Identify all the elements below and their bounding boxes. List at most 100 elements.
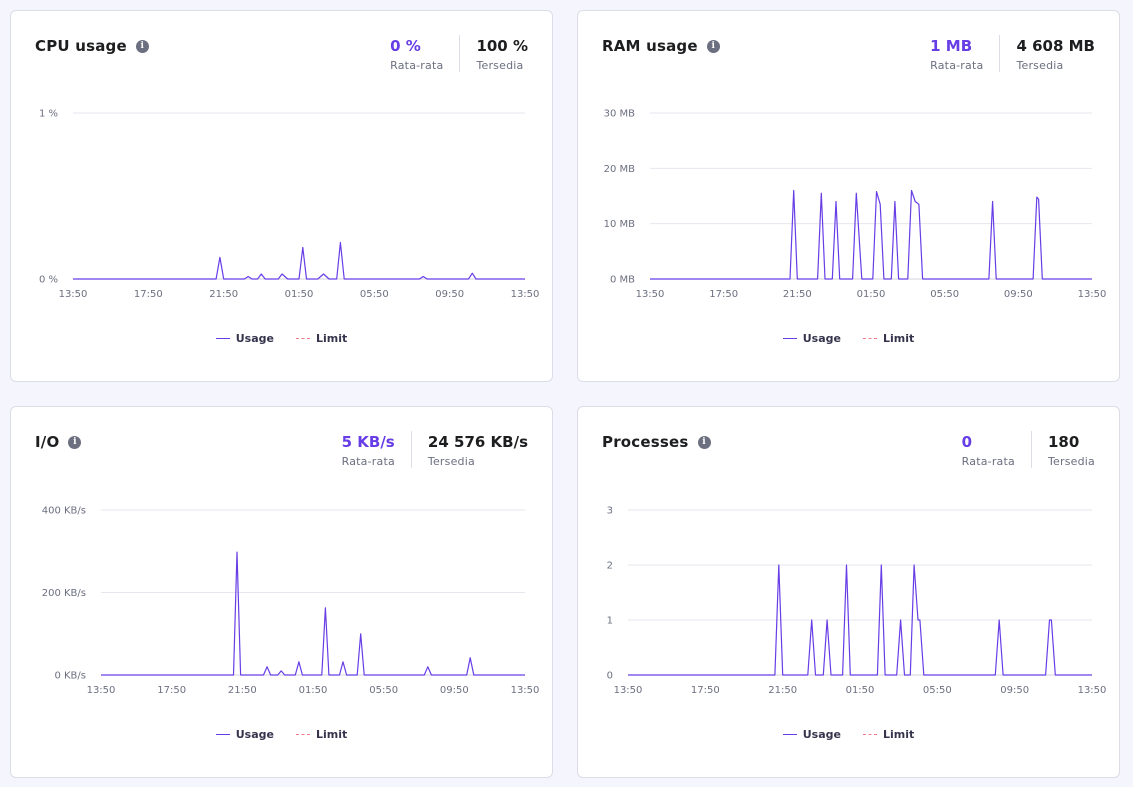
processes-average-value: 0: [961, 433, 973, 451]
processes-chart: 0 1 2 3 13:50 17:50 21:50 01:50 05:50 09:50 13:50: [607, 506, 1107, 697]
y-tick-label: 20 MB: [604, 164, 636, 175]
x-tick-label: 01:50: [846, 685, 875, 696]
io-average-value: 5 KB/s: [341, 433, 395, 451]
usage-series-line: [101, 551, 525, 676]
cpu-average-value: 0 %: [390, 37, 421, 55]
info-icon[interactable]: i: [697, 435, 711, 449]
y-tick-label: 3: [607, 506, 613, 517]
x-tick-label: 13:50: [511, 289, 540, 300]
io-average-stat: 5 KB/s Rata-rata: [342, 431, 411, 468]
x-tick-label: 09:50: [1004, 289, 1033, 300]
legend-usage[interactable]: Usage: [782, 728, 841, 741]
cpu-available-label: Tersedia: [476, 59, 524, 72]
processes-average-stat: 0 Rata-rata: [962, 431, 1031, 468]
info-icon[interactable]: i: [135, 39, 149, 53]
x-tick-label: 01:50: [299, 685, 328, 696]
cpu-usage-chart: 0 % 1 % 13:50 17:50 21:50 01:50 05:50 09:50 13:5…: [39, 109, 540, 301]
io-average-label: Rata-rata: [341, 455, 395, 468]
ram-stats: 1 MB Rata-rata 4 608 MB Tersedia: [930, 35, 1095, 72]
x-tick-label: 13:50: [614, 685, 643, 696]
info-icon[interactable]: i: [68, 435, 82, 449]
cpu-average-stat: 0 % Rata-rata: [390, 35, 459, 72]
ram-available-value: 4 608 MB: [1016, 37, 1095, 55]
x-tick-label: 21:50: [228, 685, 257, 696]
ram-average-value: 1 MB: [930, 37, 973, 55]
processes-card: Processes i 0 Rata-rata 180 Tersedia 0 1 2…: [577, 406, 1120, 778]
legend-limit[interactable]: Limit: [295, 332, 347, 345]
y-tick-label: 1 %: [39, 109, 58, 120]
y-tick-label: 0: [607, 671, 613, 682]
y-tick-label: 200 KB/s: [42, 588, 86, 599]
processes-available-stat: 180 Tersedia: [1030, 431, 1095, 468]
x-tick-label: 17:50: [157, 685, 186, 696]
legend-limit[interactable]: Limit: [862, 728, 914, 741]
legend-limit[interactable]: Limit: [295, 728, 347, 741]
ram-average-label: Rata-rata: [930, 59, 984, 72]
cpu-available-stat: 100 % Tersedia: [459, 35, 528, 72]
x-tick-label: 05:50: [360, 289, 389, 300]
legend-usage[interactable]: Usage: [782, 332, 841, 345]
x-tick-label: 05:50: [369, 685, 398, 696]
x-tick-label: 09:50: [1000, 685, 1029, 696]
io-available-value: 24 576 KB/s: [427, 433, 528, 451]
cpu-chart-legend: Usage Limit: [11, 332, 552, 345]
ram-usage-chart: 0 MB 10 MB 20 MB 30 MB 13:50 17:50 21:50 01:50 0…: [604, 109, 1107, 301]
y-tick-label: 10 MB: [604, 219, 636, 230]
x-tick-label: 13:50: [1078, 685, 1107, 696]
y-tick-label: 30 MB: [604, 109, 636, 120]
x-tick-label: 17:50: [691, 685, 720, 696]
io-available-stat: 24 576 KB/s Tersedia: [410, 431, 528, 468]
x-tick-label: 09:50: [440, 685, 469, 696]
x-tick-label: 05:50: [930, 289, 959, 300]
usage-series-line: [628, 564, 1092, 676]
x-tick-label: 21:50: [783, 289, 812, 300]
y-tick-label: 0 %: [39, 275, 58, 286]
io-stats: 5 KB/s Rata-rata 24 576 KB/s Tersedia: [342, 431, 528, 468]
ram-available-stat: 4 608 MB Tersedia: [999, 35, 1095, 72]
io-title: I/O i: [35, 433, 82, 451]
y-tick-label: 1: [607, 616, 613, 627]
cpu-usage-card: CPU usage i 0 % Rata-rata 100 % Tersedia…: [10, 10, 553, 382]
x-tick-label: 01:50: [857, 289, 886, 300]
ram-usage-card: RAM usage i 1 MB Rata-rata 4 608 MB Ters…: [577, 10, 1120, 382]
cpu-average-label: Rata-rata: [390, 59, 444, 72]
x-tick-label: 17:50: [709, 289, 738, 300]
x-tick-label: 05:50: [923, 685, 952, 696]
x-tick-label: 21:50: [209, 289, 238, 300]
processes-available-value: 180: [1047, 433, 1080, 451]
ram-usage-title: RAM usage i: [602, 37, 720, 55]
x-tick-label: 13:50: [59, 289, 88, 300]
io-available-label: Tersedia: [427, 455, 475, 468]
processes-average-label: Rata-rata: [961, 455, 1015, 468]
legend-usage[interactable]: Usage: [215, 332, 274, 345]
ram-chart-legend: Usage Limit: [578, 332, 1119, 345]
y-tick-label: 2: [607, 561, 613, 572]
processes-available-label: Tersedia: [1047, 455, 1095, 468]
ram-available-label: Tersedia: [1016, 59, 1064, 72]
y-tick-label: 0 KB/s: [54, 671, 86, 682]
processes-title: Processes i: [602, 433, 711, 451]
legend-usage[interactable]: Usage: [215, 728, 274, 741]
y-tick-label: 400 KB/s: [42, 506, 86, 517]
io-card: I/O i 5 KB/s Rata-rata 24 576 KB/s Terse…: [10, 406, 553, 778]
cpu-available-value: 100 %: [476, 37, 528, 55]
x-tick-label: 17:50: [134, 289, 163, 300]
x-tick-label: 21:50: [768, 685, 797, 696]
x-tick-label: 13:50: [1078, 289, 1107, 300]
x-tick-label: 13:50: [87, 685, 116, 696]
ram-average-stat: 1 MB Rata-rata: [930, 35, 999, 72]
x-tick-label: 09:50: [435, 289, 464, 300]
cpu-stats: 0 % Rata-rata 100 % Tersedia: [390, 35, 528, 72]
processes-stats: 0 Rata-rata 180 Tersedia: [962, 431, 1095, 468]
x-tick-label: 01:50: [285, 289, 314, 300]
cpu-usage-title: CPU usage i: [35, 37, 149, 55]
x-tick-label: 13:50: [511, 685, 540, 696]
info-icon[interactable]: i: [706, 39, 720, 53]
legend-limit[interactable]: Limit: [862, 332, 914, 345]
y-tick-label: 0 MB: [610, 275, 635, 286]
processes-chart-legend: Usage Limit: [578, 728, 1119, 741]
x-tick-label: 13:50: [636, 289, 665, 300]
usage-series-line: [73, 241, 525, 280]
io-chart: 0 KB/s 200 KB/s 400 KB/s 13:50 17:50 21:50 01:…: [42, 506, 540, 697]
io-chart-legend: Usage Limit: [11, 728, 552, 741]
